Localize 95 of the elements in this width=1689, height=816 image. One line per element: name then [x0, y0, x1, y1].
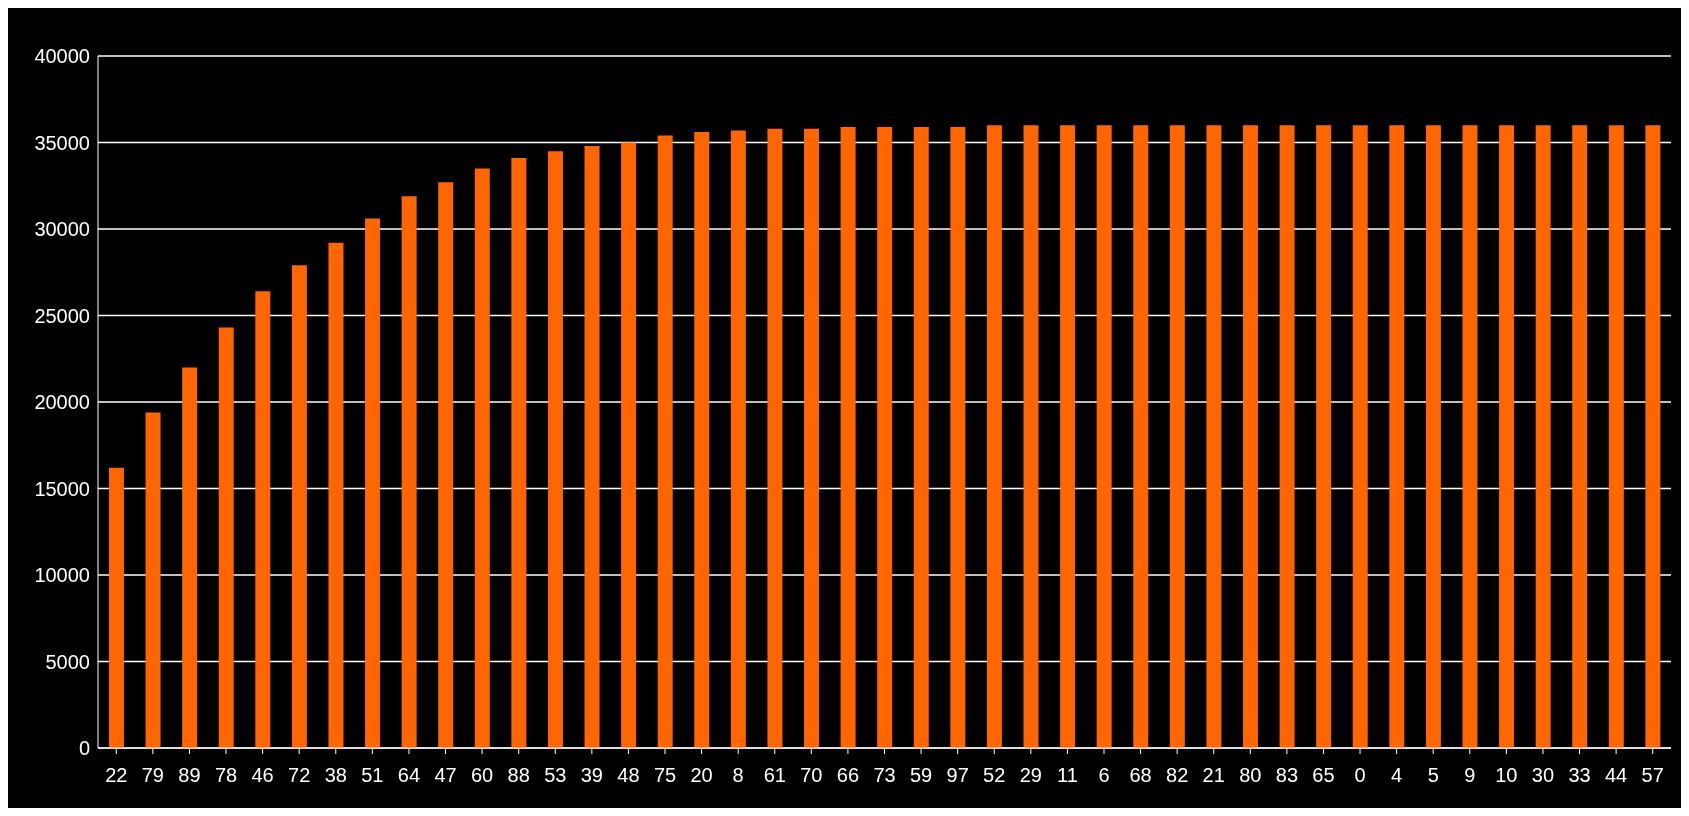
x-tick-label: 29 — [1019, 764, 1042, 787]
x-tick-label: 60 — [470, 764, 494, 787]
x-tick-label: 66 — [836, 764, 860, 787]
x-tick-label: 44 — [1605, 764, 1628, 787]
bar — [1608, 125, 1624, 748]
x-tick-label: 21 — [1202, 764, 1225, 787]
bar — [1096, 125, 1112, 748]
x-tick-label: 9 — [1464, 764, 1476, 787]
bar — [913, 126, 929, 748]
bar — [621, 142, 637, 748]
bar — [1645, 125, 1661, 748]
bar — [804, 128, 820, 748]
bar — [1169, 125, 1185, 748]
bar — [438, 182, 454, 748]
bar — [1389, 125, 1405, 748]
x-tick-label: 51 — [361, 764, 384, 787]
x-tick-label: 64 — [397, 764, 421, 787]
x-tick-label: 65 — [1312, 764, 1335, 787]
x-tick-label: 52 — [983, 764, 1006, 787]
bar — [694, 132, 710, 748]
y-tick-label: 5000 — [45, 650, 90, 673]
y-tick-label: 30000 — [34, 218, 90, 241]
bar — [474, 168, 490, 748]
x-tick-label: 88 — [507, 764, 530, 787]
x-tick-label: 10 — [1495, 764, 1518, 787]
bar — [840, 126, 856, 748]
x-tick-label: 6 — [1098, 764, 1110, 787]
y-tick-label: 35000 — [34, 131, 90, 154]
bar — [986, 125, 1002, 748]
x-tick-label: 82 — [1166, 764, 1189, 787]
x-tick-label: 39 — [580, 764, 603, 787]
x-tick-label: 47 — [434, 764, 457, 787]
x-tick-label: 0 — [1354, 764, 1366, 787]
x-tick-label: 33 — [1568, 764, 1591, 787]
bar — [1316, 125, 1332, 748]
x-tick-label: 68 — [1129, 764, 1152, 787]
x-tick-label: 4 — [1391, 764, 1403, 787]
bar — [1279, 125, 1295, 748]
bar — [218, 327, 234, 748]
bar — [255, 291, 271, 748]
bar — [1133, 125, 1149, 748]
bar — [1425, 125, 1441, 748]
bar — [1352, 125, 1368, 748]
x-tick-label: 70 — [800, 764, 823, 787]
x-tick-label: 83 — [1275, 764, 1299, 787]
bar — [108, 467, 124, 748]
bar — [1243, 125, 1258, 748]
x-tick-label: 75 — [653, 764, 677, 787]
bar — [1206, 125, 1222, 748]
x-tick-label: 11 — [1057, 764, 1078, 787]
bar — [365, 218, 381, 748]
bar — [145, 412, 161, 748]
x-tick-label: 61 — [763, 764, 786, 787]
bar — [1535, 125, 1551, 748]
x-tick-label: 20 — [690, 764, 713, 787]
x-tick-label: 72 — [288, 764, 311, 787]
y-tick-label: 15000 — [34, 477, 90, 500]
x-tick-label: 38 — [324, 764, 347, 787]
x-tick-label: 22 — [105, 764, 128, 787]
bar — [877, 126, 893, 748]
x-tick-label: 48 — [617, 764, 640, 787]
x-tick-label: 78 — [214, 764, 238, 787]
bar — [1462, 125, 1478, 748]
x-tick-label: 97 — [946, 764, 969, 787]
x-tick-label: 46 — [251, 764, 274, 787]
y-tick-label: 25000 — [34, 304, 90, 327]
x-tick-label: 59 — [909, 764, 933, 787]
x-tick-label: 73 — [873, 764, 896, 787]
x-tick-label: 5 — [1427, 764, 1439, 787]
bar — [730, 130, 746, 748]
bar — [767, 128, 783, 748]
bar — [401, 196, 417, 748]
bar — [1060, 125, 1076, 748]
bar — [182, 367, 198, 748]
bar — [950, 126, 966, 748]
x-tick-label: 57 — [1641, 764, 1664, 787]
bar — [1499, 125, 1515, 748]
x-tick-label: 30 — [1531, 764, 1555, 787]
x-tick-label: 8 — [732, 764, 744, 787]
x-tick-label: 79 — [141, 764, 164, 787]
bar — [1023, 125, 1039, 748]
bar — [291, 265, 307, 748]
x-tick-label: 89 — [178, 764, 201, 787]
bar — [511, 158, 527, 748]
bar — [584, 145, 600, 748]
x-tick-label: 53 — [544, 764, 567, 787]
bar — [547, 151, 563, 748]
y-tick-label: 20000 — [34, 391, 90, 414]
bar — [657, 135, 673, 748]
y-tick-label: 0 — [78, 737, 90, 760]
y-tick-label: 10000 — [34, 564, 90, 587]
y-tick-label: 40000 — [34, 45, 90, 68]
bar — [1572, 125, 1588, 748]
bar — [328, 242, 344, 748]
x-tick-label: 80 — [1239, 764, 1262, 787]
